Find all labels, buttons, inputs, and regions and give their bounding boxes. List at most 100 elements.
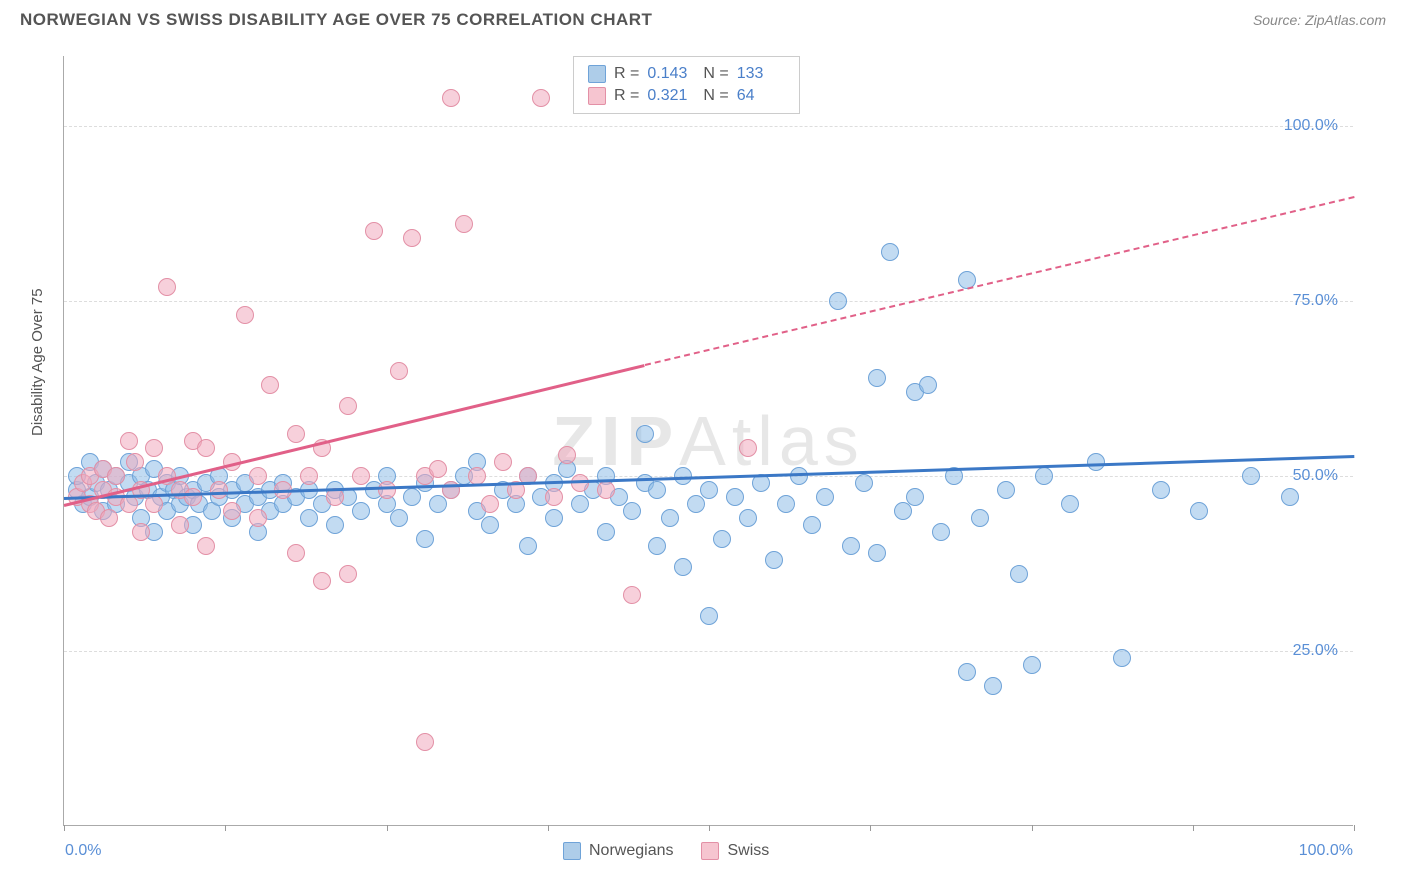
scatter-point	[261, 376, 279, 394]
scatter-point	[623, 502, 641, 520]
y-tick-label: 50.0%	[1293, 467, 1338, 485]
scatter-point	[197, 537, 215, 555]
scatter-point	[223, 502, 241, 520]
scatter-point	[971, 509, 989, 527]
scatter-point	[249, 509, 267, 527]
scatter-point	[777, 495, 795, 513]
scatter-point	[906, 488, 924, 506]
trend-line	[644, 196, 1354, 366]
scatter-point	[545, 509, 563, 527]
scatter-point	[352, 467, 370, 485]
scatter-point	[1035, 467, 1053, 485]
scatter-point	[674, 558, 692, 576]
scatter-point	[984, 677, 1002, 695]
scatter-point	[313, 572, 331, 590]
x-tick	[64, 825, 65, 831]
scatter-point	[739, 509, 757, 527]
scatter-point	[636, 425, 654, 443]
legend-label: Norwegians	[589, 842, 673, 860]
scatter-point	[1010, 565, 1028, 583]
scatter-point	[842, 537, 860, 555]
scatter-point	[416, 530, 434, 548]
chart-title: NORWEGIAN VS SWISS DISABILITY AGE OVER 7…	[20, 10, 652, 30]
scatter-point	[158, 278, 176, 296]
plot-area: ZIPAtlas 25.0%50.0%75.0%100.0%	[63, 56, 1353, 826]
source-attribution: Source: ZipAtlas.com	[1253, 12, 1386, 28]
scatter-point	[726, 488, 744, 506]
scatter-point	[390, 509, 408, 527]
scatter-point	[326, 516, 344, 534]
scatter-point	[958, 663, 976, 681]
x-tick	[709, 825, 710, 831]
scatter-point	[352, 502, 370, 520]
scatter-point	[661, 509, 679, 527]
scatter-point	[300, 467, 318, 485]
scatter-point	[126, 453, 144, 471]
scatter-point	[1152, 481, 1170, 499]
scatter-point	[365, 222, 383, 240]
scatter-point	[829, 292, 847, 310]
series-swatch	[588, 65, 606, 83]
scatter-point	[1087, 453, 1105, 471]
scatter-point	[429, 460, 447, 478]
scatter-point	[1113, 649, 1131, 667]
scatter-point	[287, 425, 305, 443]
legend-item: Norwegians	[563, 842, 673, 860]
series-swatch	[563, 842, 581, 860]
scatter-point	[597, 523, 615, 541]
stats-row: R =0.321 N =64	[588, 85, 785, 107]
x-tick	[225, 825, 226, 831]
scatter-point	[713, 530, 731, 548]
scatter-point	[919, 376, 937, 394]
scatter-point	[1281, 488, 1299, 506]
x-tick	[870, 825, 871, 831]
scatter-point	[648, 481, 666, 499]
x-tick	[1032, 825, 1033, 831]
scatter-point	[816, 488, 834, 506]
scatter-point	[1061, 495, 1079, 513]
scatter-point	[545, 488, 563, 506]
scatter-point	[881, 243, 899, 261]
scatter-point	[236, 306, 254, 324]
scatter-point	[100, 509, 118, 527]
scatter-point	[455, 215, 473, 233]
scatter-point	[145, 439, 163, 457]
scatter-point	[197, 439, 215, 457]
y-tick-label: 25.0%	[1293, 642, 1338, 660]
gridline	[64, 651, 1353, 652]
x-tick	[387, 825, 388, 831]
scatter-point	[390, 362, 408, 380]
x-tick	[1354, 825, 1355, 831]
scatter-point	[339, 397, 357, 415]
gridline	[64, 301, 1353, 302]
x-tick	[548, 825, 549, 831]
scatter-point	[429, 495, 447, 513]
scatter-point	[1023, 656, 1041, 674]
scatter-point	[300, 509, 318, 527]
scatter-point	[442, 89, 460, 107]
scatter-point	[519, 537, 537, 555]
x-axis-max-label: 100.0%	[1299, 842, 1353, 860]
y-axis-label: Disability Age Over 75	[29, 288, 46, 436]
stats-row: R =0.143 N =133	[588, 63, 785, 85]
scatter-point	[868, 369, 886, 387]
scatter-point	[171, 516, 189, 534]
scatter-point	[932, 523, 950, 541]
scatter-point	[558, 446, 576, 464]
legend-label: Swiss	[727, 842, 769, 860]
scatter-point	[403, 229, 421, 247]
scatter-point	[145, 495, 163, 513]
legend-item: Swiss	[701, 842, 769, 860]
scatter-point	[571, 495, 589, 513]
stats-legend-box: R =0.143 N =133 R =0.321 N =64	[573, 56, 800, 114]
y-tick-label: 75.0%	[1293, 292, 1338, 310]
scatter-point	[868, 544, 886, 562]
y-tick-label: 100.0%	[1284, 117, 1338, 135]
scatter-point	[287, 544, 305, 562]
scatter-point	[416, 733, 434, 751]
x-axis-min-label: 0.0%	[65, 842, 101, 860]
scatter-point	[1190, 502, 1208, 520]
scatter-point	[648, 537, 666, 555]
scatter-point	[894, 502, 912, 520]
scatter-point	[623, 586, 641, 604]
